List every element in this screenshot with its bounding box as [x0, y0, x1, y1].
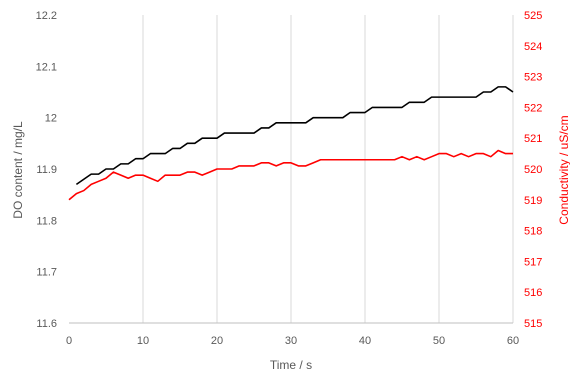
- x-tick-label: 10: [137, 335, 149, 347]
- y-right-tick-label: 524: [524, 41, 542, 53]
- y-right-tick-label: 515: [524, 318, 542, 330]
- y-right-tick-label: 520: [524, 164, 542, 176]
- y-right-tick-label: 519: [524, 195, 542, 207]
- series: [68, 86, 514, 201]
- x-axis-title: Time / s: [270, 358, 312, 372]
- y-left-tick-label: 12: [45, 113, 57, 125]
- y-left-tick-label: 12.2: [36, 10, 57, 22]
- x-tick-label: 50: [433, 335, 445, 347]
- y-right-tick-label: 517: [524, 256, 542, 268]
- x-tick-label: 20: [211, 335, 223, 347]
- y-axis-right-title: Conductivity / uS/cm: [557, 115, 570, 224]
- y-left-tick-label: 11.6: [36, 318, 57, 330]
- y-right-tick-label: 525: [524, 10, 542, 22]
- x-tick-label: 40: [359, 335, 371, 347]
- y-left-tick-label: 12.1: [36, 61, 57, 73]
- x-tick-label: 30: [285, 335, 297, 347]
- grid-lines: [142, 15, 514, 323]
- tick-labels: 0 10 20 30 40 50 60 11.6 11.7 11.8 11.9 12 12.1 12.2 5…: [36, 10, 543, 347]
- y-right-tick-label: 522: [524, 102, 542, 114]
- x-tick-label: 0: [66, 335, 72, 347]
- y-axis-left-title: DO content / mg/L: [11, 121, 25, 219]
- y-left-tick-label: 11.8: [36, 215, 57, 227]
- y-right-tick-label: 523: [524, 72, 542, 84]
- series-line-conductivity: [68, 149, 513, 201]
- y-left-tick-label: 11.9: [36, 164, 57, 176]
- y-right-tick-label: 518: [524, 226, 542, 238]
- y-right-tick-label: 516: [524, 287, 542, 299]
- series-line-do-content: [75, 86, 514, 186]
- y-right-tick-label: 521: [524, 133, 542, 145]
- y-left-tick-label: 11.7: [36, 267, 57, 279]
- x-tick-label: 60: [507, 335, 519, 347]
